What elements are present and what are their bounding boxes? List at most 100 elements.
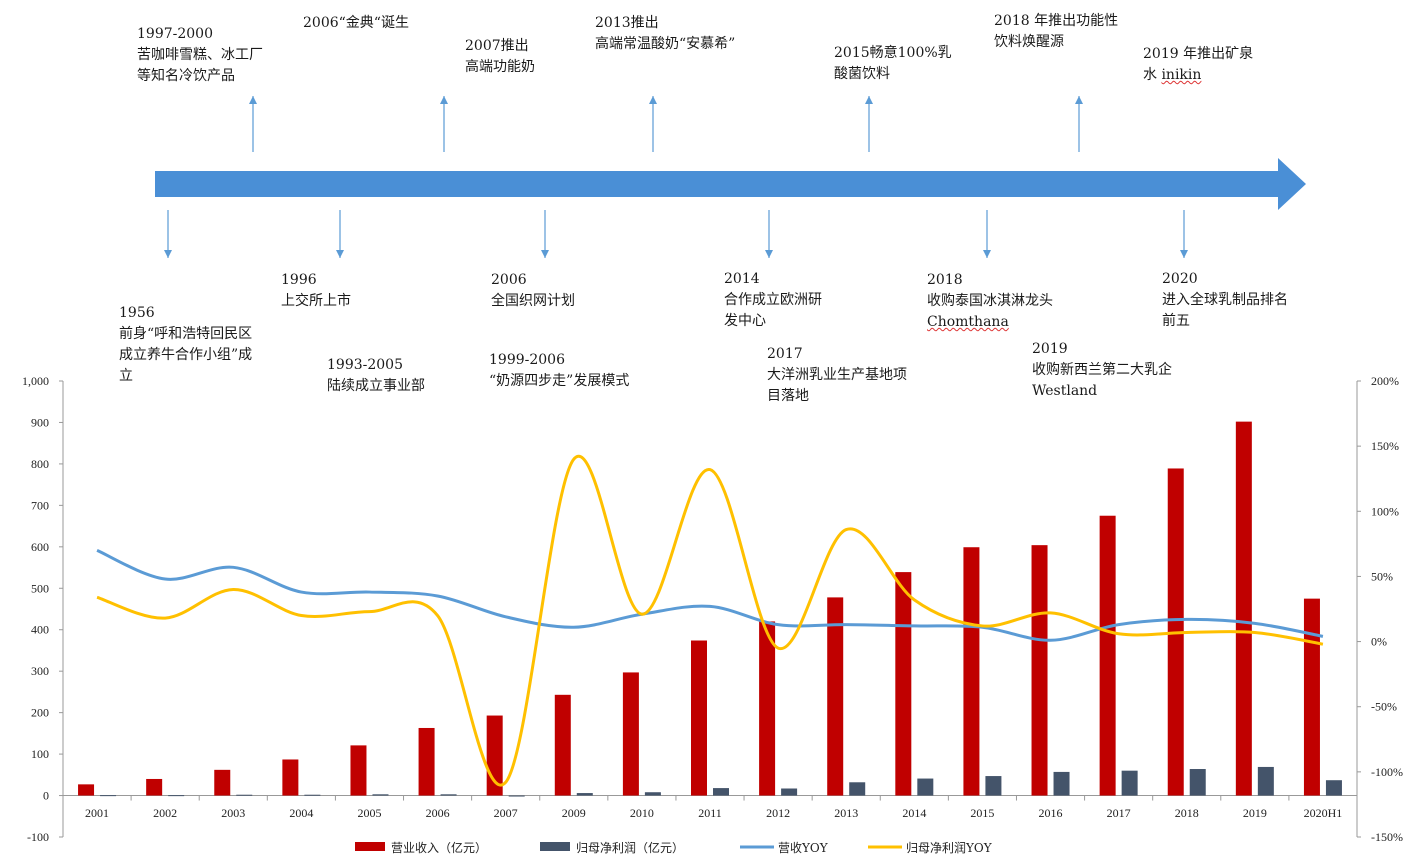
timeline-note-above-5: 2018 年推出功能性 饮料焕醒源 (994, 11, 1118, 53)
category-label: 2018 (1175, 806, 1199, 820)
timeline-note-line: 合作成立欧洲研 (724, 292, 822, 308)
timeline-note-line: 2017 (767, 346, 803, 362)
timeline-note-above-1: 2006“金典“诞生 (303, 13, 409, 34)
chart-axes: -100 0 100 200 300 400 500 600 700 800 900 1,000 -15… (22, 374, 1403, 844)
revenue-bar (1031, 545, 1048, 796)
legend-swatch-bar (540, 842, 570, 851)
timeline-note-below-6: 2017 大洋洲乳业生产基地项 目落地 (767, 344, 907, 407)
category-label: 2010 (630, 806, 654, 820)
timeline-note-above-3: 2013推出高端常温酸奶“安慕希” (595, 13, 735, 55)
profit-yoy-line (96, 454, 1324, 787)
timeline-note-line: 2014 (724, 271, 760, 287)
down-arrow-5-head (1180, 250, 1188, 258)
profit-bar (985, 776, 1002, 796)
category-label: 2012 (766, 806, 790, 820)
timeline-note-line: 前五 (1162, 313, 1190, 329)
underlined-word: inikin (1161, 67, 1202, 83)
revenue-bar (622, 672, 639, 796)
timeline-note-below-3: 2006 全国织网计划 (491, 270, 575, 312)
timeline-note-line: Westland (1032, 383, 1098, 399)
timeline-note-below-8: 2019 收购新西兰第二大乳企 Westland (1032, 339, 1172, 402)
revenue-bar (282, 759, 299, 796)
timeline-note-line: 2013推出 (595, 15, 659, 31)
profit-bar (1121, 770, 1138, 796)
category-label: 2017 (1107, 806, 1131, 820)
timeline-note-line: “奶源四步走”发展模式 (489, 373, 630, 389)
timeline-note-line: 陆续成立事业部 (327, 378, 425, 394)
revenue-bar (554, 694, 571, 796)
profit-bar (508, 795, 525, 797)
revenue-bar (214, 769, 231, 796)
down-arrow-2-head (541, 250, 549, 258)
revenue-bar (350, 745, 367, 796)
profit-bar (849, 782, 866, 796)
timeline-note-line: 收购新西兰第二大乳企 (1032, 362, 1172, 378)
revenue-yoy-line (96, 548, 1324, 642)
profit-bar (440, 794, 457, 796)
timeline-note-line: 水 inikin (1143, 67, 1202, 83)
right-tick-label: 150% (1371, 439, 1399, 453)
chart-legend: 营业收入（亿元） 归母净利润（亿元） 营收YOY 归母净利润YOY (355, 840, 993, 855)
profit-bar (781, 788, 798, 796)
profit-bar (1053, 771, 1070, 796)
up-arrow-2-head (649, 96, 657, 104)
bar-series-group (78, 421, 1342, 797)
timeline-note-line: 上交所上市 (281, 293, 351, 309)
timeline-note-line: 高端常温酸奶“安慕希” (595, 36, 736, 52)
profit-bar (372, 794, 389, 796)
timeline-note-line: 立 (119, 368, 133, 384)
category-label: 2019 (1243, 806, 1267, 820)
timeline-note-line: 前身“呼和浩特回民区 (119, 326, 253, 342)
left-tick-label: 400 (31, 623, 49, 637)
legend-swatch-bar (355, 842, 385, 851)
right-tick-label: 100% (1371, 504, 1399, 518)
timeline-note-line: 2018 (927, 272, 963, 288)
timeline-note-line: 收购泰国冰淇淋龙头 (927, 293, 1053, 309)
timeline-note-above-2: 2007推出 高端功能奶 (465, 36, 535, 78)
up-arrow-4-head (1075, 96, 1083, 104)
right-tick-label: -100% (1371, 765, 1403, 779)
up-arrow-0-head (249, 96, 257, 104)
timeline-note-line: 1996 (281, 272, 317, 288)
revenue-bar (895, 572, 912, 796)
legend-label: 归母净利润（亿元） (576, 840, 684, 855)
category-label: 2014 (902, 806, 926, 820)
profit-bar (1189, 769, 1206, 796)
timeline-note-line: 1999-2006 (489, 352, 565, 368)
timeline-note-above-6: 2019 年推出矿泉水 inikin (1143, 44, 1253, 86)
revenue-bar (963, 547, 980, 796)
timeline-arrow-group (155, 96, 1306, 258)
timeline-note-line: 饮料焕醒源 (994, 34, 1064, 50)
right-tick-label: 50% (1371, 569, 1393, 583)
left-tick-label: 500 (31, 581, 49, 595)
category-label: 2011 (698, 806, 722, 820)
timeline-note-line: 2018 年推出功能性 (994, 13, 1119, 29)
timeline-note-line: 2020 (1162, 271, 1198, 287)
down-arrow-0-head (164, 250, 172, 258)
timeline-note-line: 2006 (491, 272, 527, 288)
profit-bar (168, 795, 185, 797)
category-label: 2003 (221, 806, 245, 820)
revenue-bar (827, 597, 844, 796)
timeline-note-line: 目落地 (767, 388, 809, 404)
timeline-note-line: 2019 年推出矿泉 (1143, 46, 1254, 62)
profit-bar (917, 778, 934, 796)
timeline-note-line: 1956 (119, 305, 155, 321)
revenue-bar (1099, 515, 1116, 796)
timeline-note-line: 全国织网计划 (491, 293, 575, 309)
timeline-note-below-2: 1993-2005 陆续成立事业部 (327, 355, 425, 397)
left-tick-label: 800 (31, 457, 49, 471)
category-label: 2020H1 (1304, 806, 1343, 820)
category-label: 2006 (426, 806, 450, 820)
timeline-note-line: 2019 (1032, 341, 1068, 357)
timeline-note-line: 2015畅意100%乳 (834, 45, 952, 61)
up-arrow-3-head (865, 96, 873, 104)
revenue-bar (1303, 598, 1320, 796)
timeline-arrow (155, 158, 1306, 210)
timeline-note-above-0: 1997-2000 苦咖啡雪糕、冰工厂 等知名冷饮产品 (137, 24, 263, 87)
timeline-note-line: 成立养牛合作小组”成 (119, 347, 253, 363)
revenue-bar (418, 727, 435, 796)
timeline-note-line: 等知名冷饮产品 (137, 68, 235, 84)
underlined-word: Chomthana (927, 314, 1009, 330)
